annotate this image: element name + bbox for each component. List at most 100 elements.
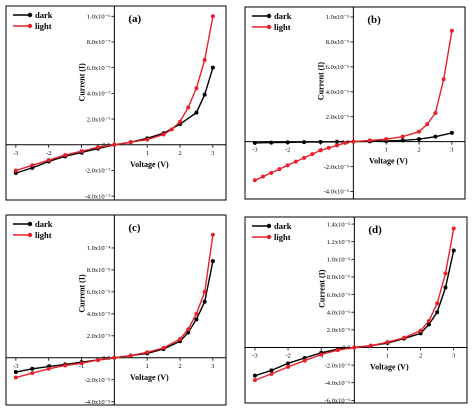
x-tick-label: -2: [46, 150, 51, 157]
data-point-dark: [451, 248, 456, 253]
data-point-light: [334, 143, 339, 148]
x-tick-label: 2: [417, 147, 420, 154]
y-tick-label: 2.0x10⁻⁵: [87, 333, 111, 340]
y-tick-label: -2.0x10⁻⁶: [325, 362, 351, 369]
y-tick-label: -2.0x10⁻⁶: [324, 164, 350, 171]
x-tick-label: 1: [146, 150, 149, 157]
y-tick-label: 1.0x10⁻⁵: [326, 14, 350, 21]
legend-label-dark: dark: [274, 221, 292, 231]
data-point-light: [261, 174, 266, 179]
plot-frame: [244, 216, 468, 404]
iv-chart-a: -3-2-11231.0x10⁻⁶8.0x10⁻⁷6.0x10⁻⁷4.0x10⁻…: [5, 5, 227, 201]
x-tick-label: 3: [450, 147, 453, 154]
y-tick-label: 1.2x10⁻⁵: [327, 239, 351, 246]
data-point-dark: [269, 140, 274, 145]
data-point-light: [169, 127, 174, 132]
legend-label-light: light: [274, 232, 291, 242]
data-point-light: [46, 366, 51, 371]
y-tick-label: -4.0x10⁻⁷: [85, 193, 111, 200]
legend-label-light: light: [35, 21, 52, 31]
data-point-dark: [252, 373, 257, 378]
panel-label: (a): [128, 13, 141, 25]
data-point-light: [112, 142, 117, 147]
data-point-dark: [302, 140, 307, 145]
legend-label-dark: dark: [35, 219, 53, 229]
data-point-light: [449, 28, 454, 33]
data-point-light: [128, 353, 133, 358]
data-point-light: [194, 311, 199, 316]
data-point-light: [95, 145, 100, 150]
y-axis-label: Current (I): [316, 62, 325, 101]
data-point-dark: [13, 370, 18, 375]
series-light: [13, 232, 215, 380]
y-tick-label: 4.0x10⁻⁵: [87, 311, 111, 318]
data-point-dark: [194, 110, 199, 115]
y-tick-label: 4.0x10⁻⁶: [326, 89, 350, 96]
panel-label: (c): [128, 222, 141, 234]
plot-frame: [5, 5, 227, 201]
data-point-dark: [210, 259, 215, 264]
data-point-light: [63, 153, 68, 158]
data-point-dark: [318, 139, 323, 144]
panel-b: -3-2-11231.0x10⁻⁵8.0x10⁻⁶6.0x10⁻⁶4.0x10⁻…: [242, 4, 468, 202]
data-point-light: [194, 86, 199, 91]
y-tick-label: 2.0x10⁻⁶: [326, 114, 350, 121]
y-tick-label: -6.0x10⁻⁶: [325, 398, 351, 405]
y-tick-label: -2.0x10⁻⁵: [85, 377, 111, 384]
x-tick-label: -3: [13, 363, 18, 370]
data-point-light: [351, 139, 356, 144]
data-point-dark: [286, 361, 291, 366]
y-tick-label: 8.0x10⁻⁷: [87, 39, 111, 46]
data-point-light: [286, 364, 291, 369]
data-point-light: [178, 119, 183, 124]
data-point-dark: [285, 140, 290, 145]
data-point-light: [269, 170, 274, 175]
data-point-light: [402, 335, 407, 340]
data-point-light: [326, 145, 331, 150]
data-point-dark: [400, 138, 405, 143]
data-point-light: [367, 138, 372, 143]
data-point-dark: [433, 134, 438, 139]
data-point-dark: [417, 137, 422, 142]
legend-marker-light: [266, 234, 272, 240]
data-point-light: [335, 348, 340, 353]
x-tick-label: 1: [146, 363, 149, 370]
data-point-light: [202, 289, 207, 294]
y-tick-label: 2.0x10⁻⁷: [87, 116, 111, 123]
data-point-light: [178, 337, 183, 342]
legend-marker-dark: [27, 12, 33, 18]
data-point-light: [95, 357, 100, 362]
iv-chart-c: -3-2-11231.0x10⁻⁴8.0x10⁻⁵6.0x10⁻⁵4.0x10⁻…: [5, 214, 227, 406]
panel-d: -3-2-11231.4x10⁻⁵1.2x10⁻⁵1.0x10⁻⁵8.0x10⁻…: [242, 214, 470, 406]
data-point-light: [112, 355, 117, 360]
data-point-light: [277, 167, 282, 172]
legend-marker-dark: [27, 221, 33, 227]
x-tick-label: 3: [452, 352, 455, 359]
data-point-dark: [194, 317, 199, 322]
data-point-light: [30, 371, 35, 376]
data-point-light: [302, 155, 307, 160]
data-point-light: [30, 163, 35, 168]
data-point-light: [161, 345, 166, 350]
legend-marker-light: [27, 232, 33, 238]
data-point-light: [210, 232, 215, 237]
series-light: [252, 226, 456, 383]
data-point-light: [352, 345, 357, 350]
data-point-light: [451, 226, 456, 231]
data-point-light: [145, 137, 150, 142]
y-tick-label: 6.0x10⁻⁶: [326, 64, 350, 71]
data-point-dark: [30, 366, 35, 371]
x-axis-label: Voltage (V): [130, 160, 169, 169]
data-point-light: [385, 340, 390, 345]
data-point-light: [368, 343, 373, 348]
data-point-light: [202, 57, 207, 62]
panel-c: -3-2-11231.0x10⁻⁴8.0x10⁻⁵6.0x10⁻⁵4.0x10⁻…: [3, 212, 229, 408]
legend-label-light: light: [274, 22, 291, 32]
data-point-light: [269, 371, 274, 376]
data-point-light: [13, 168, 18, 173]
panel-label: (d): [368, 224, 382, 236]
x-tick-label: 1: [385, 147, 388, 154]
